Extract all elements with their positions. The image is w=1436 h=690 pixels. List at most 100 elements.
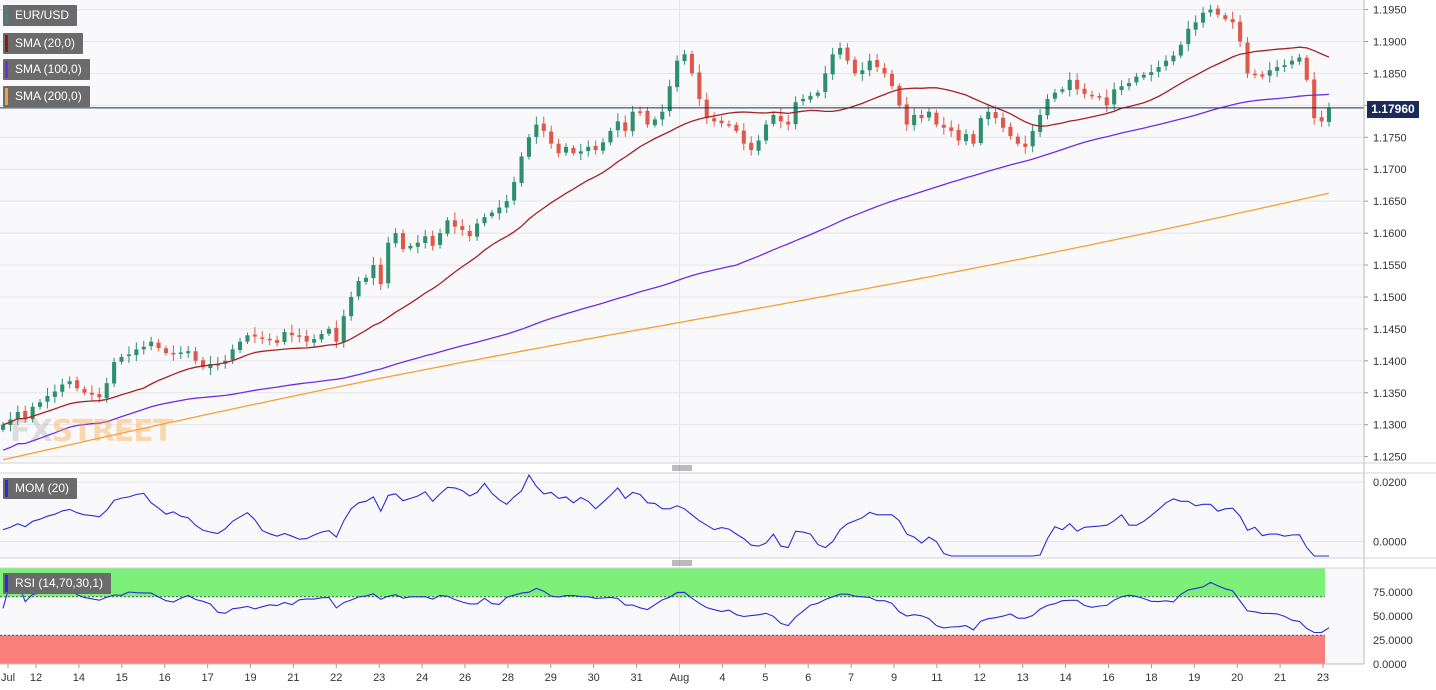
candle-body xyxy=(600,142,606,151)
x-tick-label: 23 xyxy=(373,672,385,684)
candle-body xyxy=(1038,114,1043,132)
candle-body xyxy=(163,348,169,354)
candle-body xyxy=(682,54,687,61)
candle-body xyxy=(867,60,872,71)
candle-body xyxy=(341,316,346,343)
candle-body xyxy=(1215,8,1220,15)
candle-body xyxy=(652,119,657,126)
legend-sma200[interactable]: SMA (200,0) xyxy=(3,86,90,107)
sma200-line xyxy=(2,192,1330,461)
candle-body xyxy=(860,70,865,75)
candle-body xyxy=(512,182,517,201)
pane-resize-handles[interactable] xyxy=(672,465,692,566)
candle-body xyxy=(75,380,80,389)
candle-body xyxy=(1208,9,1213,13)
legend-eurusd[interactable]: EUR/USD xyxy=(3,5,78,26)
candle-body xyxy=(393,233,398,244)
price-tick-label: 1.1250 xyxy=(1373,452,1407,464)
candle-body xyxy=(801,98,806,102)
candle-body xyxy=(267,338,272,341)
candle-body xyxy=(215,364,220,366)
candle-body xyxy=(60,384,65,392)
x-tick-label: 12 xyxy=(30,672,42,684)
candle-body xyxy=(304,335,309,342)
candle-body xyxy=(119,356,124,362)
candle-body xyxy=(1163,60,1169,67)
candle-body xyxy=(193,351,198,361)
candle-body xyxy=(282,332,287,342)
candles[interactable] xyxy=(0,4,1332,433)
candle-body xyxy=(734,124,739,131)
price-tick-label: 1.1850 xyxy=(1373,68,1407,80)
candle-body xyxy=(482,217,487,224)
legend-rsi[interactable]: RSI (14,70,30,1) xyxy=(3,573,112,594)
candle-body xyxy=(319,333,324,340)
candle-body xyxy=(67,381,72,385)
x-tick-label: 20 xyxy=(1231,672,1243,684)
rsi-tick-label: 50.0000 xyxy=(1373,611,1413,623)
candle-body xyxy=(763,124,769,141)
candle-body xyxy=(1104,97,1109,106)
candle-body xyxy=(89,392,94,395)
candle-body xyxy=(1304,57,1309,80)
x-tick-label: 31 xyxy=(630,672,642,684)
x-tick-label: 14 xyxy=(73,672,85,684)
momentum-pane xyxy=(0,473,1364,558)
x-tick-label: 29 xyxy=(545,672,557,684)
x-tick-label: 9 xyxy=(891,672,897,684)
candle-body xyxy=(986,111,991,120)
price-tick-label: 1.1500 xyxy=(1373,292,1407,304)
x-tick-label: Jul xyxy=(1,672,15,684)
candle-body xyxy=(1075,79,1080,90)
candle-body xyxy=(926,111,932,118)
candle-body xyxy=(30,406,35,419)
candle-body xyxy=(689,53,694,74)
candle-body xyxy=(1312,79,1317,119)
candle-body xyxy=(400,233,406,250)
legend-sma100[interactable]: SMA (100,0) xyxy=(3,59,90,80)
candle-body xyxy=(363,277,369,282)
candle-body xyxy=(423,236,428,243)
legend-momentum[interactable]: MOM (20) xyxy=(3,478,77,499)
candle-body xyxy=(823,73,828,92)
x-tick-label: 21 xyxy=(1274,672,1286,684)
candle-body xyxy=(326,328,331,334)
price-tick-label: 1.1550 xyxy=(1373,260,1407,272)
candle-body xyxy=(889,73,894,87)
candle-body xyxy=(571,147,576,154)
candle-body xyxy=(452,220,457,227)
momentum-line xyxy=(2,473,1329,557)
candle-body xyxy=(1260,74,1265,77)
price-tick-label: 1.1300 xyxy=(1373,420,1407,432)
candle-body xyxy=(741,130,746,144)
fxstreet-watermark: FXSTREET xyxy=(10,414,173,449)
rsi-zones xyxy=(0,568,1325,664)
candle-body xyxy=(675,60,680,88)
x-tick-label: 22 xyxy=(330,672,342,684)
candle-body xyxy=(104,383,109,399)
grid xyxy=(0,0,1364,664)
candle-body xyxy=(549,131,554,144)
candle-body xyxy=(1230,19,1235,23)
candle-body xyxy=(230,349,235,360)
indicator-lines xyxy=(2,473,1330,634)
candle-body xyxy=(697,72,702,99)
candle-body xyxy=(1001,117,1006,128)
price-tick-label: 1.1600 xyxy=(1373,228,1407,240)
sma20-line xyxy=(2,46,1330,426)
candle-body xyxy=(334,327,339,342)
candle-body xyxy=(489,212,494,217)
candle-body xyxy=(1156,67,1161,72)
last-price-tag: 1.17960 xyxy=(1367,101,1419,118)
candle-body xyxy=(1067,79,1072,91)
price-tick-label: 1.1650 xyxy=(1373,196,1407,208)
x-tick-label: 19 xyxy=(244,672,256,684)
legend-sma20[interactable]: SMA (20,0) xyxy=(3,33,84,54)
candle-body xyxy=(1089,94,1094,97)
candle-body xyxy=(349,296,354,317)
x-tick-label: 21 xyxy=(287,672,299,684)
candle-body xyxy=(1319,117,1324,122)
x-tick-label: 12 xyxy=(974,672,986,684)
